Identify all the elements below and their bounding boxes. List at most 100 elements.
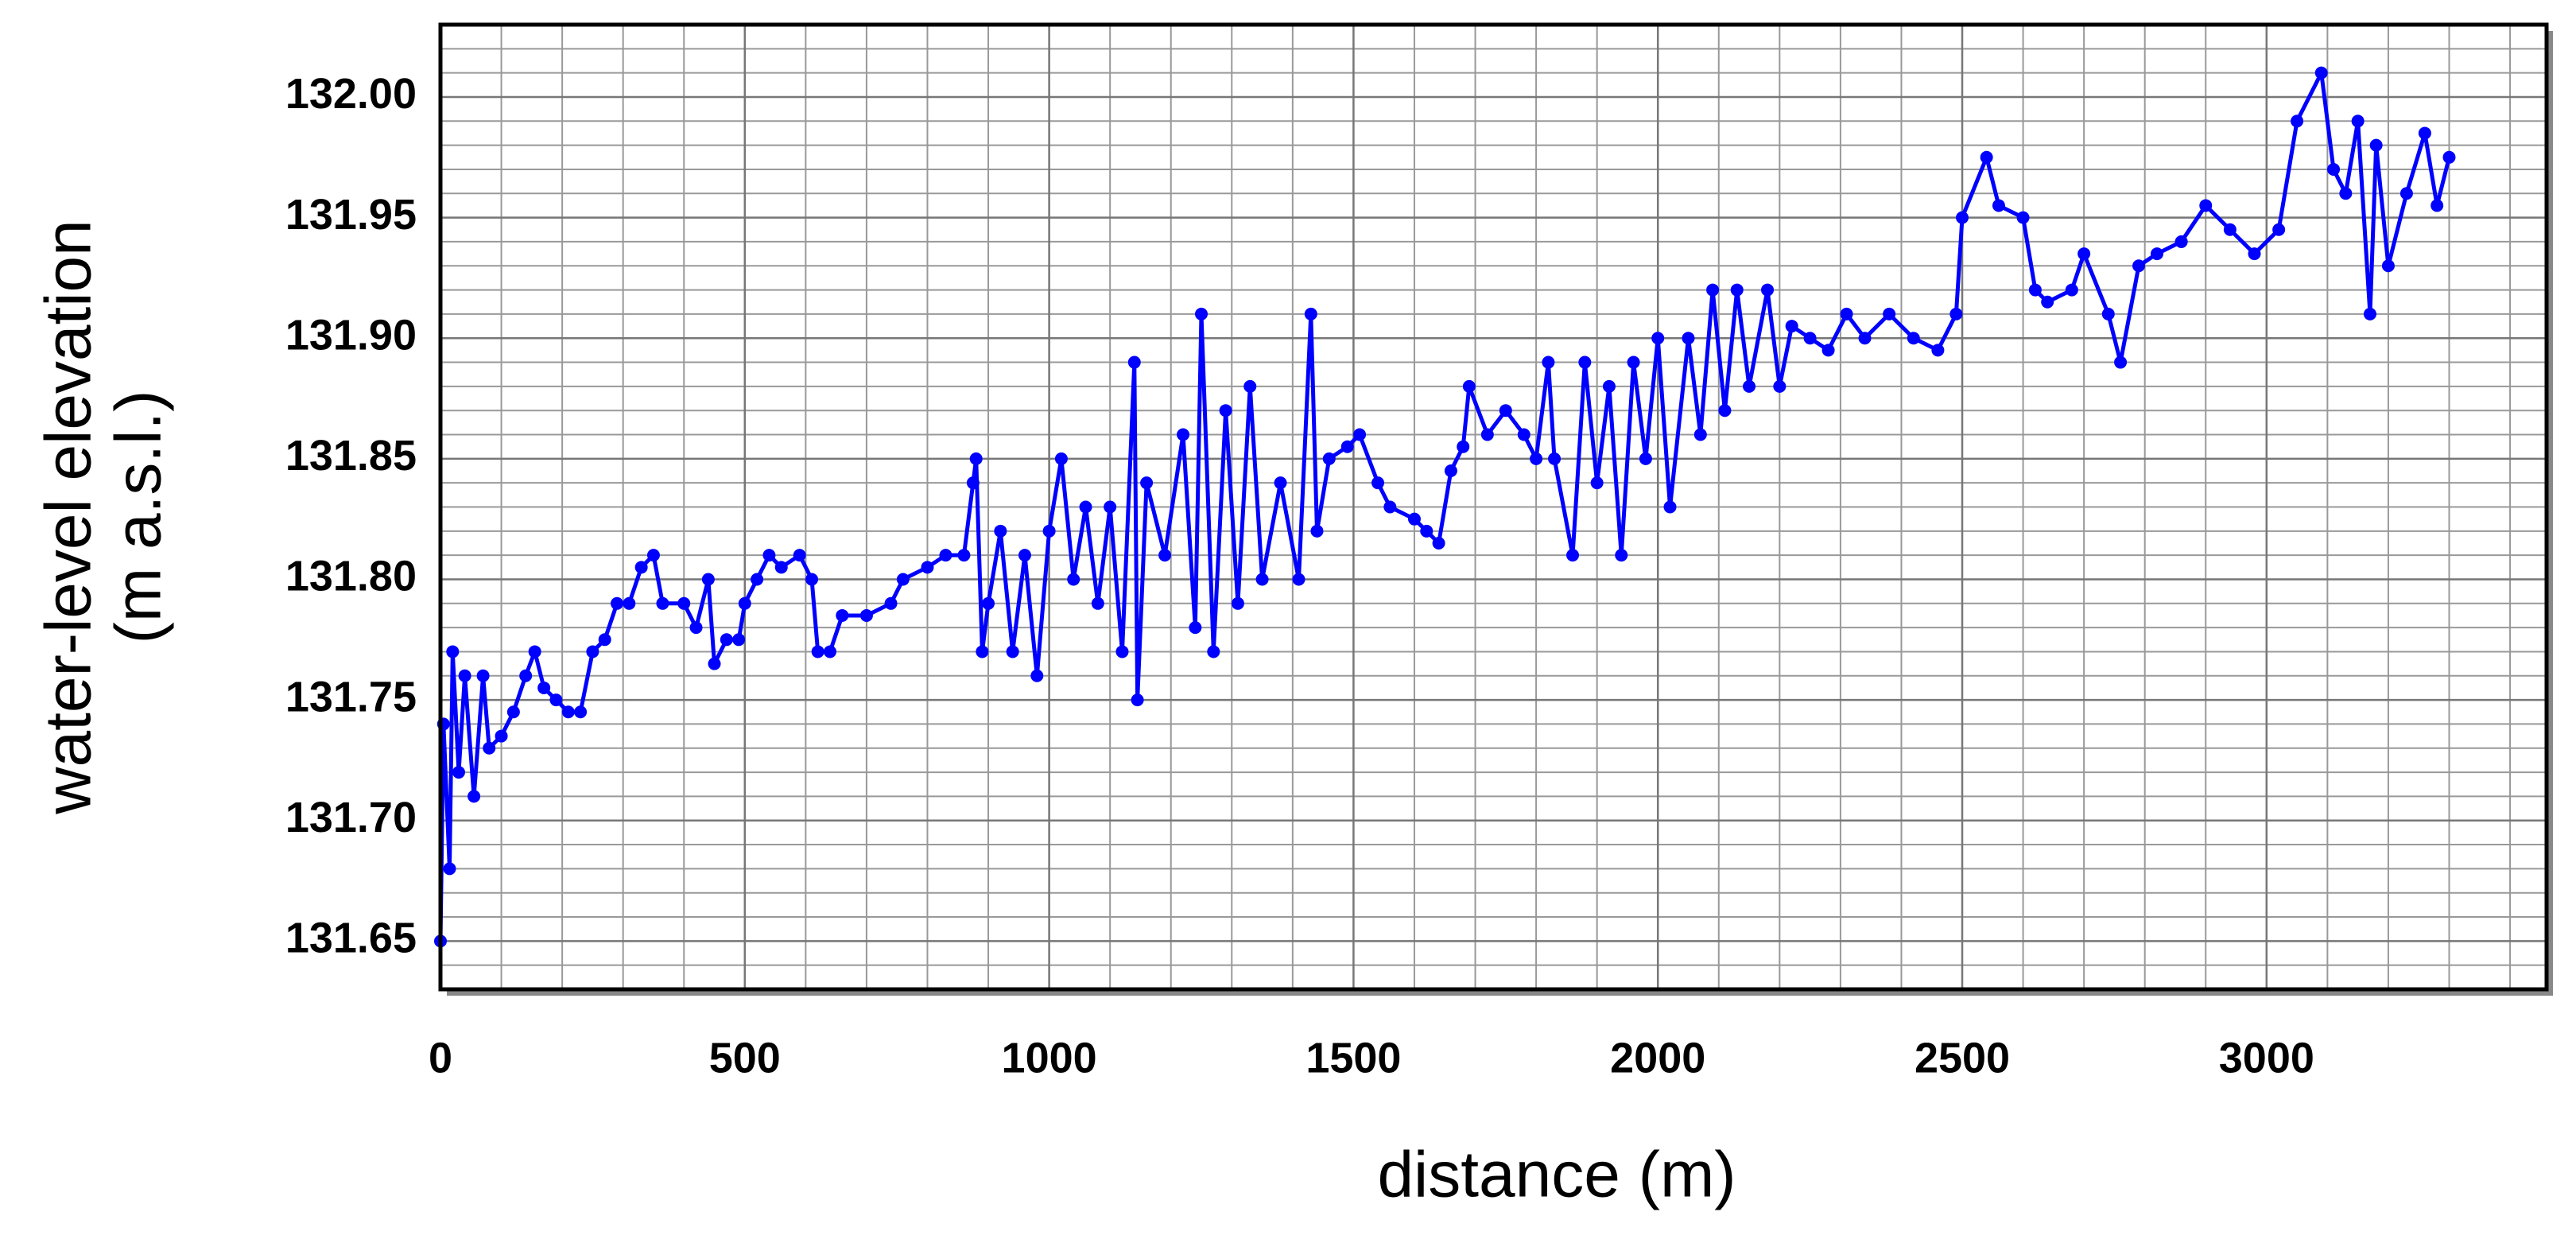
data-point xyxy=(1292,573,1305,586)
data-point xyxy=(1743,379,1756,393)
data-point xyxy=(1219,404,1232,418)
x-tick-label: 2000 xyxy=(1610,1034,1705,1082)
data-point xyxy=(458,669,471,682)
data-point xyxy=(1949,307,1963,320)
data-point xyxy=(1548,452,1562,465)
data-point xyxy=(1956,211,1969,224)
data-point xyxy=(1542,355,1555,369)
data-point xyxy=(561,705,575,719)
data-point xyxy=(1383,500,1397,514)
data-point xyxy=(1578,355,1592,369)
data-point xyxy=(762,549,776,562)
data-point xyxy=(1177,428,1190,441)
data-point xyxy=(1462,379,1476,393)
x-tick-label: 500 xyxy=(709,1034,781,1082)
data-point xyxy=(708,657,721,670)
data-point xyxy=(1821,344,1835,357)
data-point xyxy=(884,596,898,610)
data-point xyxy=(1207,645,1220,658)
data-point xyxy=(751,573,764,586)
data-point xyxy=(1566,549,1580,562)
data-point xyxy=(483,741,496,755)
data-point xyxy=(896,573,910,586)
data-point xyxy=(1140,476,1154,490)
data-point xyxy=(646,549,660,562)
data-point xyxy=(1255,573,1269,586)
data-point xyxy=(957,549,971,562)
data-point xyxy=(859,608,873,622)
data-point xyxy=(1127,355,1141,369)
data-point xyxy=(1304,307,1317,320)
plot-border xyxy=(438,22,2549,992)
data-point xyxy=(2369,138,2383,152)
data-point xyxy=(1718,404,1732,418)
data-point xyxy=(1322,452,1336,465)
data-point xyxy=(1980,150,1993,164)
data-point xyxy=(1067,573,1080,586)
series-layer xyxy=(434,66,2456,948)
data-point xyxy=(598,633,611,647)
data-point xyxy=(836,608,849,622)
data-point xyxy=(452,766,465,779)
series-line xyxy=(438,71,2451,942)
data-point xyxy=(1420,524,1433,538)
data-point xyxy=(495,729,508,743)
data-point xyxy=(1231,596,1244,610)
data-point xyxy=(2041,295,2054,309)
data-point xyxy=(921,561,934,574)
data-point xyxy=(2431,199,2444,212)
y-tick-label: 131.90 xyxy=(285,311,417,359)
data-point xyxy=(2016,211,2030,224)
data-point xyxy=(811,645,824,658)
grid xyxy=(439,24,2547,990)
y-tick-label: 131.80 xyxy=(285,553,417,600)
y-tick-label: 131.70 xyxy=(285,794,417,841)
y-tick-label: 131.85 xyxy=(285,432,417,480)
data-point xyxy=(2248,247,2261,261)
data-point xyxy=(823,645,836,658)
x-tick-label: 2500 xyxy=(1915,1034,2010,1082)
data-point xyxy=(656,596,669,610)
y-tick-label: 131.95 xyxy=(285,191,417,239)
data-point xyxy=(1158,549,1172,562)
data-point xyxy=(1530,452,1543,465)
data-point xyxy=(1992,199,2005,212)
data-point xyxy=(2065,283,2078,297)
data-point xyxy=(689,621,703,635)
data-point xyxy=(1195,307,1208,320)
data-point xyxy=(1243,379,1257,393)
data-point xyxy=(939,549,952,562)
data-point xyxy=(1663,500,1677,514)
data-point xyxy=(1907,332,1920,345)
data-point xyxy=(2114,355,2128,369)
data-point xyxy=(1602,379,1616,393)
data-point xyxy=(1274,476,1287,490)
data-point xyxy=(2351,115,2365,128)
data-point xyxy=(611,596,624,610)
data-point xyxy=(1018,549,1031,562)
data-point xyxy=(1840,307,1853,320)
data-point xyxy=(2151,247,2164,261)
data-point xyxy=(1883,307,1896,320)
x-tick-label: 0 xyxy=(429,1034,452,1082)
data-point xyxy=(1079,500,1092,514)
data-point xyxy=(2363,307,2376,320)
data-point xyxy=(2291,115,2304,128)
data-point xyxy=(1030,669,1044,682)
data-point xyxy=(623,596,636,610)
data-point xyxy=(1480,428,1494,441)
data-point xyxy=(2132,259,2146,273)
data-point xyxy=(2442,150,2456,164)
data-point xyxy=(476,669,490,682)
data-point xyxy=(2314,66,2328,80)
data-point xyxy=(2418,126,2431,140)
data-point xyxy=(793,549,806,562)
data-point xyxy=(1761,283,1775,297)
data-point xyxy=(1432,536,1445,550)
data-point xyxy=(443,862,456,876)
data-point xyxy=(1104,500,1117,514)
data-point xyxy=(969,452,983,465)
data-point xyxy=(1042,524,1056,538)
y-tick-label: 131.75 xyxy=(285,673,417,721)
